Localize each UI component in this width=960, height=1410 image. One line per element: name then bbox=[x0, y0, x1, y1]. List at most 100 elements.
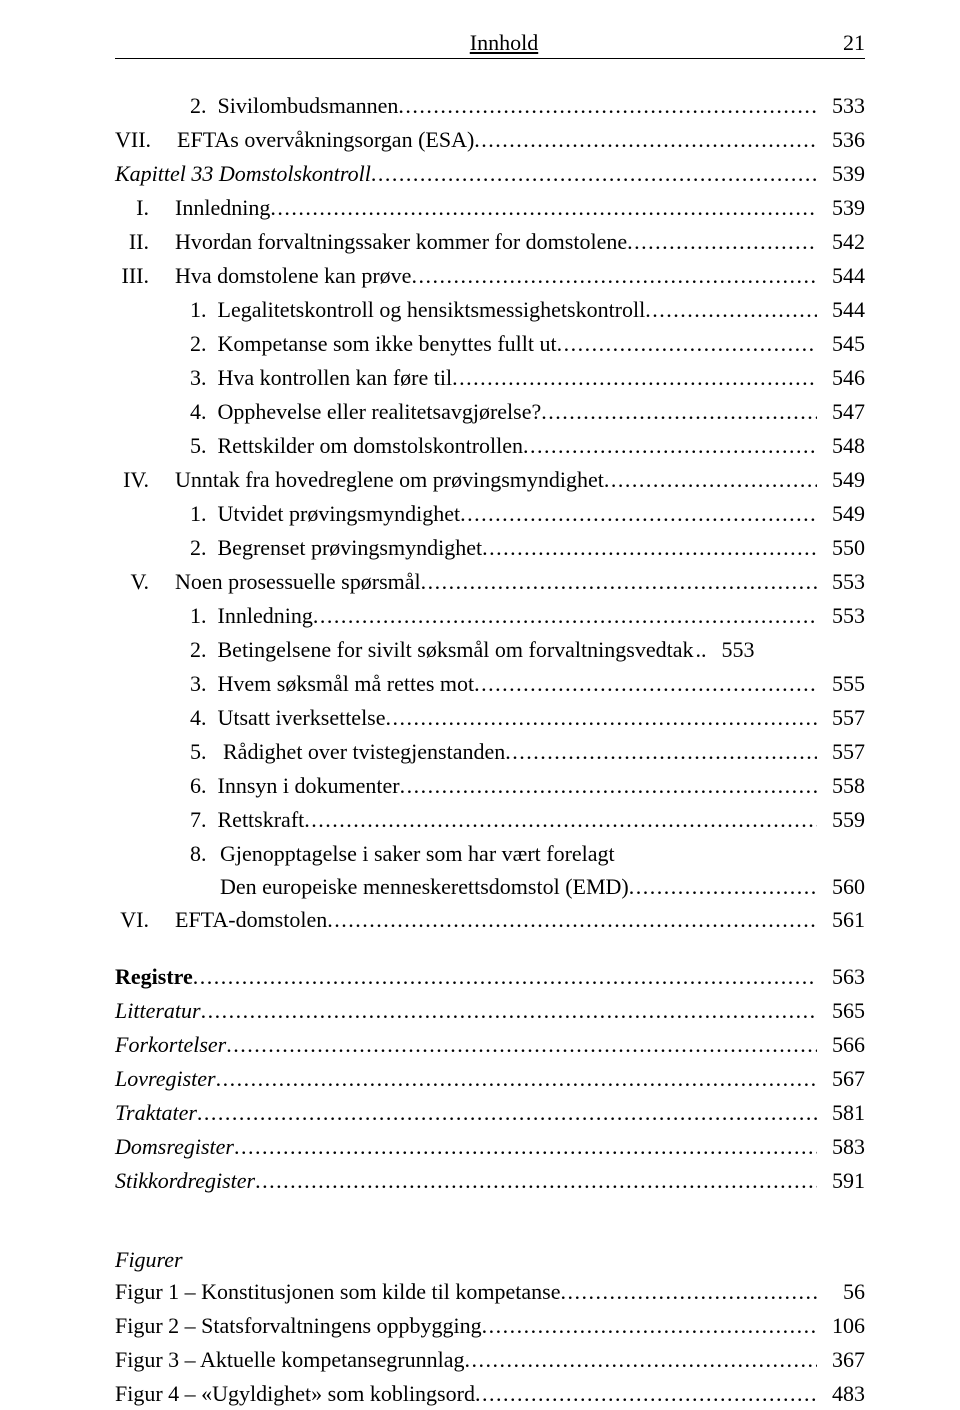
toc-entry-label: Forkortelser bbox=[115, 1028, 226, 1061]
toc-entry-label: 2. Kompetanse som ikke benyttes fullt ut bbox=[190, 327, 557, 360]
toc-page-number: 544 bbox=[817, 259, 865, 292]
toc-entry-label: 1. Innledning bbox=[190, 599, 313, 632]
toc-page-number: 553 bbox=[817, 599, 865, 632]
toc-entry: 1. Legalitetskontroll og hensiktsmessigh… bbox=[115, 293, 865, 326]
toc-entry-label: 3. Hvem søksmål må rettes mot bbox=[190, 667, 474, 700]
toc-page-number: 555 bbox=[817, 667, 865, 700]
toc-entry: Stikkordregister 591 bbox=[115, 1164, 865, 1197]
toc-dots bbox=[386, 701, 817, 734]
toc-dots bbox=[226, 1028, 817, 1061]
toc-entry-label: 1. Utvidet prøvingsmyndighet bbox=[190, 497, 460, 530]
toc-entry-label: Figur 1 – Konstitusjonen som kilde til k… bbox=[115, 1275, 560, 1308]
toc-entry-label: Domsregister bbox=[115, 1130, 234, 1163]
toc-entry: Figur 1 – Konstitusjonen som kilde til k… bbox=[115, 1275, 865, 1308]
toc-page-number: 561 bbox=[817, 903, 865, 936]
toc-entry: III. Hva domstolene kan prøve 544 bbox=[115, 259, 865, 292]
toc-entry-label: 1. Legalitetskontroll og hensiktsmessigh… bbox=[190, 293, 645, 326]
toc-entry-label: 4. Opphevelse eller realitetsavgjørelse? bbox=[190, 395, 541, 428]
toc-entry: 2. Kompetanse som ikke benyttes fullt ut… bbox=[115, 327, 865, 360]
toc-entry-label: 5. Rettskilder om domstolskontrollen bbox=[190, 429, 523, 462]
toc-entry-label: Traktater bbox=[115, 1096, 197, 1129]
toc-page-number: 549 bbox=[817, 497, 865, 530]
toc-dots bbox=[460, 497, 817, 530]
toc-entry: 1. Innledning 553 bbox=[115, 599, 865, 632]
toc-page-number: 539 bbox=[817, 191, 865, 224]
toc-dots bbox=[482, 1309, 817, 1342]
toc-entry-label: Kapittel 33 Domstolskontroll bbox=[115, 157, 371, 190]
toc-dots bbox=[398, 89, 817, 122]
header-page-number: 21 bbox=[843, 30, 865, 56]
toc-dots bbox=[197, 1096, 817, 1129]
toc-entry: I. Innledning 539 bbox=[115, 191, 865, 224]
figures-heading: Figurer bbox=[115, 1247, 865, 1273]
toc-page-number: 548 bbox=[817, 429, 865, 462]
toc-dots bbox=[560, 1275, 817, 1308]
toc-entry: Forkortelser 566 bbox=[115, 1028, 865, 1061]
toc-dots bbox=[557, 327, 817, 360]
toc-page-number: 558 bbox=[817, 769, 865, 802]
toc-page-number: 553 bbox=[706, 633, 754, 666]
toc-entry: Figur 2 – Statsforvaltningens oppbygging… bbox=[115, 1309, 865, 1342]
toc-entry: Figur 4 – «Ugyldighet» som koblingsord 48… bbox=[115, 1377, 865, 1410]
toc-entry: Lovregister567 bbox=[115, 1062, 865, 1095]
toc-entry: Figur 3 – Aktuelle kompetansegrunnlag367 bbox=[115, 1343, 865, 1376]
toc-page-number: 557 bbox=[817, 701, 865, 734]
toc-page-number: 583 bbox=[817, 1130, 865, 1163]
toc-page-number: 544 bbox=[817, 293, 865, 326]
toc-entry: 1. Utvidet prøvingsmyndighet 549 bbox=[115, 497, 865, 530]
toc-dots bbox=[505, 735, 817, 768]
toc-page-number: 566 bbox=[817, 1028, 865, 1061]
toc-entry: 2. Begrenset prøvingsmyndighet550 bbox=[115, 531, 865, 564]
toc-page-number: 565 bbox=[817, 994, 865, 1027]
toc-page-number: 591 bbox=[817, 1164, 865, 1197]
toc-entry: 4. Utsatt iverksettelse557 bbox=[115, 701, 865, 734]
toc-dots bbox=[627, 225, 817, 258]
toc-page-number: 483 bbox=[817, 1377, 865, 1410]
toc-entry-label: I. Innledning bbox=[115, 191, 270, 224]
toc-dots bbox=[411, 259, 817, 292]
toc-multiline-entry: 8. Gjenopptagelse i saker som har vært f… bbox=[115, 837, 865, 903]
toc-entry-label: II. Hvordan forvaltningssaker kommer for… bbox=[115, 225, 627, 258]
toc-page-number: 549 bbox=[817, 463, 865, 496]
toc-entry: 3. Hva kontrollen kan føre til546 bbox=[115, 361, 865, 394]
toc-entry-text-line1: Gjenopptagelse i saker som har vært fore… bbox=[220, 841, 615, 866]
toc-entry-label: 5. Rådighet over tvistegjenstanden bbox=[190, 735, 505, 768]
toc-page-number: 106 bbox=[817, 1309, 865, 1342]
toc-entry-label: VI. EFTA-domstolen bbox=[115, 903, 327, 936]
toc-page-number: 56 bbox=[817, 1275, 865, 1308]
toc-dots bbox=[541, 395, 817, 428]
toc-dots bbox=[255, 1164, 817, 1197]
figures-section: Figurer Figur 1 – Konstitusjonen som kil… bbox=[115, 1247, 865, 1410]
toc-dots bbox=[523, 429, 817, 462]
toc-entry: Traktater 581 bbox=[115, 1096, 865, 1129]
toc-dots bbox=[234, 1130, 817, 1163]
registers-section: Registre 563 Litteratur565Forkortelser56… bbox=[115, 960, 865, 1197]
toc-page-number: 560 bbox=[817, 870, 865, 903]
toc-page-number: 557 bbox=[817, 735, 865, 768]
toc-entry: 5. Rådighet over tvistegjenstanden 557 bbox=[115, 735, 865, 768]
toc-entry-label: Stikkordregister bbox=[115, 1164, 255, 1197]
toc-dots bbox=[475, 1377, 817, 1410]
toc-page-number: 567 bbox=[817, 1062, 865, 1095]
toc-page-number: 533 bbox=[817, 89, 865, 122]
toc-entry-label: IV. Unntak fra hovedreglene om prøvingsm… bbox=[115, 463, 604, 496]
toc-entry: Domsregister 583 bbox=[115, 1130, 865, 1163]
toc-dots bbox=[193, 960, 817, 993]
toc-page-number: 367 bbox=[817, 1343, 865, 1376]
toc-entry: II. Hvordan forvaltningssaker kommer for… bbox=[115, 225, 865, 258]
toc-entry-label: VII. EFTAs overvåkningsorgan (ESA) bbox=[115, 123, 474, 156]
toc-dots bbox=[216, 1062, 817, 1095]
toc-entry: Kapittel 33 Domstolskontroll539 bbox=[115, 157, 865, 190]
toc-dots bbox=[371, 157, 817, 190]
toc-page-number: 550 bbox=[817, 531, 865, 564]
toc-entry: Litteratur565 bbox=[115, 994, 865, 1027]
toc-page-number: 581 bbox=[817, 1096, 865, 1129]
toc-entry-label: Figur 4 – «Ugyldighet» som koblingsord bbox=[115, 1377, 475, 1410]
toc-dots bbox=[452, 361, 817, 394]
toc-dots bbox=[270, 191, 817, 224]
toc-dots bbox=[201, 994, 817, 1027]
toc-entry-label: III. Hva domstolene kan prøve bbox=[115, 259, 411, 292]
registers-heading: Registre bbox=[115, 960, 193, 993]
toc-entry: 5. Rettskilder om domstolskontrollen 548 bbox=[115, 429, 865, 462]
toc-entry-label: 2. Sivilombudsmannen bbox=[190, 89, 398, 122]
